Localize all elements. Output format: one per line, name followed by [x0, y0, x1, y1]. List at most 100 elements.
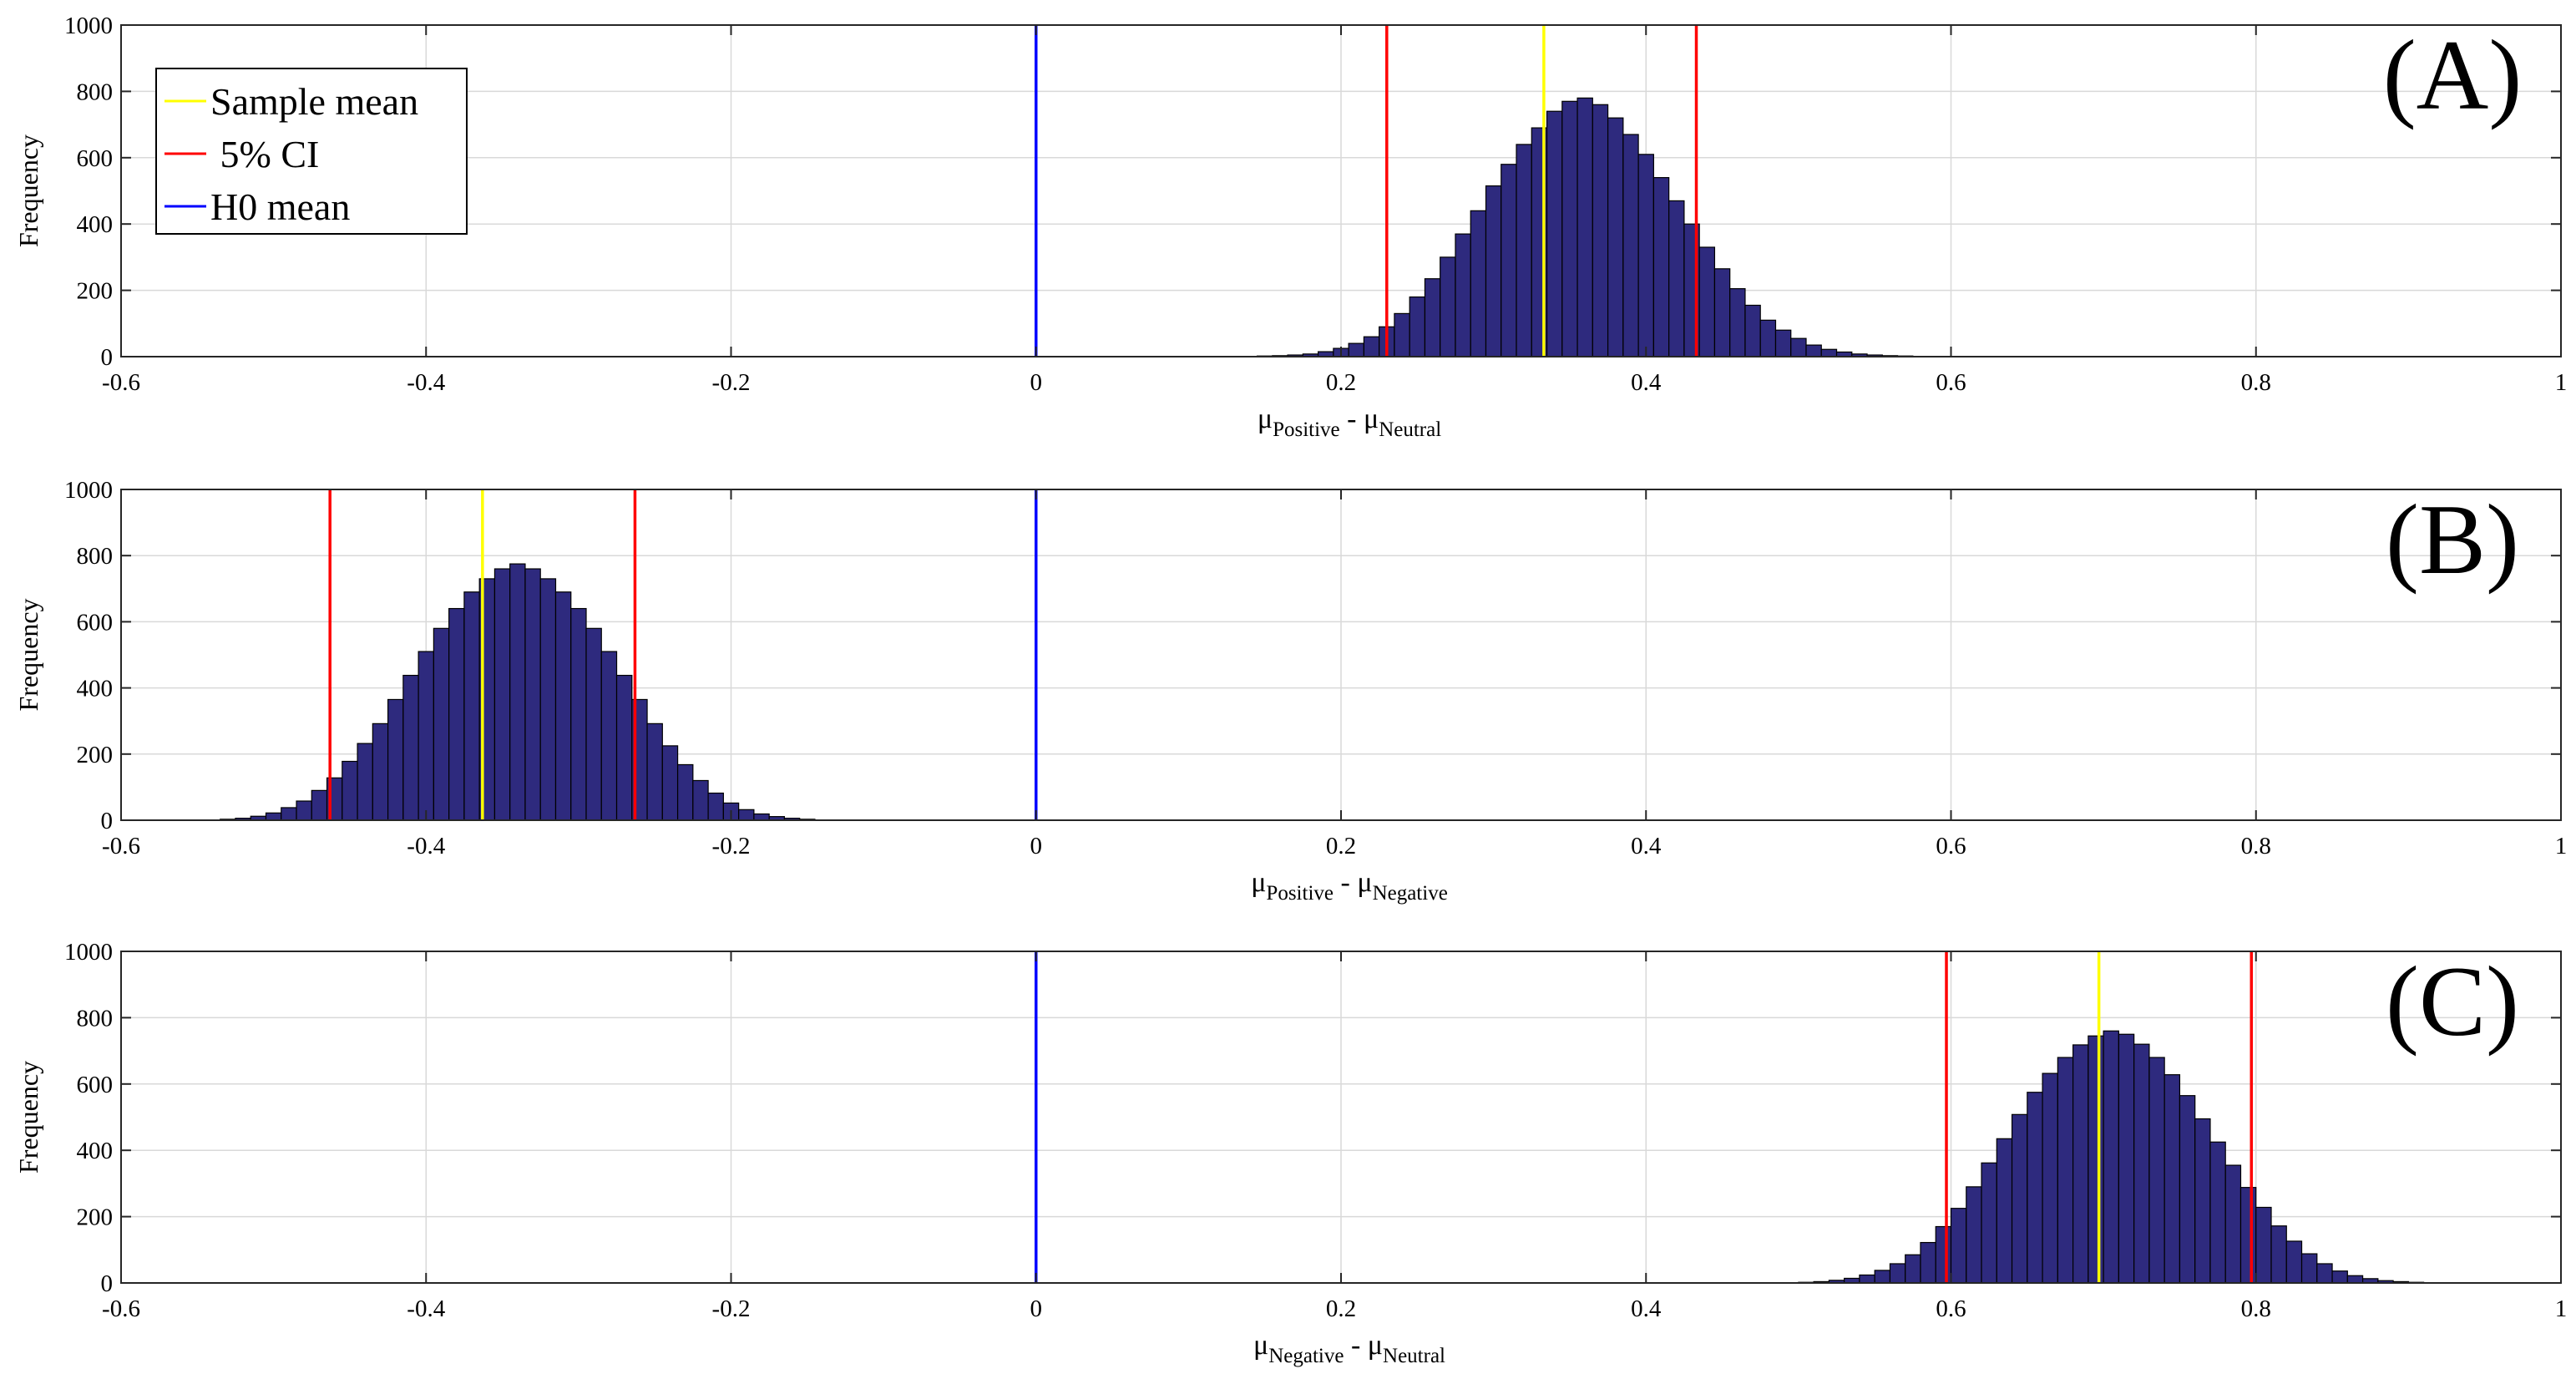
histogram-bar — [342, 760, 358, 821]
x-tick-label: 1 — [2555, 833, 2568, 859]
histogram-bar — [1805, 344, 1822, 357]
histogram-bar — [554, 591, 572, 821]
histogram-bar — [707, 792, 724, 821]
y-axis-label: Frequency — [13, 598, 43, 711]
histogram-bar — [524, 568, 541, 821]
legend-box — [155, 68, 468, 235]
histogram-bar — [1516, 144, 1532, 357]
x-tick-label: 0.4 — [1631, 369, 1662, 396]
x-tick-label: -0.2 — [712, 833, 751, 859]
y-tick-label: 800 — [77, 1005, 114, 1032]
y-tick-label: 600 — [77, 145, 114, 172]
x-tick-label: -0.2 — [712, 1295, 751, 1322]
histogram-bar — [1950, 1208, 1967, 1284]
x-tick-label: -0.4 — [407, 1295, 445, 1322]
y-tick-label: 600 — [77, 1072, 114, 1098]
axis-ticks: -0.6 -0.4 -0.2 0 0.2 0.4 0.6 0.8 1 0 200 400 600 800 1… — [64, 13, 2567, 396]
y-tick-label: 1000 — [64, 477, 113, 504]
histogram-bar — [1394, 312, 1410, 357]
x-tick-label: 1 — [2555, 369, 2568, 396]
histogram-bar — [1966, 1186, 1982, 1284]
histogram-bar — [692, 779, 709, 821]
histogram-bar — [311, 789, 328, 821]
histogram-bar — [1920, 1241, 1936, 1284]
histogram-panel-c: -0.6 -0.4 -0.2 0 0.2 0.4 0.6 0.8 1 0 200 400 600 800 1… — [13, 939, 2567, 1367]
histogram-bar — [1455, 233, 1471, 357]
histogram-bar — [1996, 1138, 2013, 1284]
x-tick-label: 0.8 — [2241, 833, 2271, 859]
x-tick-label: 0 — [1030, 369, 1043, 396]
histogram-bar — [2316, 1263, 2333, 1284]
histogram-bar — [2331, 1270, 2348, 1284]
y-tick-label: 1000 — [64, 13, 113, 39]
y-tick-label: 1000 — [64, 939, 113, 966]
histogram-bar — [676, 763, 694, 821]
histogram-bar — [357, 743, 373, 821]
histogram-bar — [418, 651, 434, 821]
histogram-bar — [2164, 1074, 2181, 1284]
x-tick-label: 0.2 — [1326, 369, 1356, 396]
x-tick-label: 0.8 — [2241, 1295, 2271, 1322]
histogram-bar — [1729, 288, 1746, 357]
histogram-bar — [265, 812, 282, 821]
histogram-bar — [2057, 1057, 2074, 1284]
reference-lines — [328, 489, 1038, 820]
histogram-bar — [1637, 154, 1654, 357]
legend-ci-label: 5% CI — [210, 133, 319, 175]
histogram-bar — [1576, 97, 1593, 357]
y-tick-label: 400 — [77, 676, 114, 702]
histogram-bar — [1622, 134, 1639, 357]
histogram-bar — [1981, 1162, 1997, 1284]
y-tick-label: 200 — [77, 742, 114, 768]
x-tick-label: 0.6 — [1936, 1295, 1966, 1322]
histogram-bar — [1440, 256, 1456, 357]
legend-sample-mean-label: Sample mean — [210, 80, 418, 123]
legend: Sample mean 5% CI H0 mean — [155, 68, 468, 235]
histogram-bar — [1409, 296, 1426, 357]
axis-ticks: -0.6 -0.4 -0.2 0 0.2 0.4 0.6 0.8 1 0 200 400 600 800 1… — [64, 939, 2567, 1322]
histogram-bar — [646, 722, 663, 821]
y-axis-label: Frequency — [13, 134, 43, 247]
histogram-bar — [387, 698, 404, 821]
histogram-bar — [2270, 1225, 2287, 1284]
histogram-bar — [753, 813, 770, 821]
histogram-bar — [493, 568, 511, 821]
histogram-bar — [1698, 246, 1716, 357]
x-tick-label: 0 — [1030, 1295, 1043, 1322]
x-tick-label: -0.6 — [102, 369, 140, 396]
x-tick-label: 0.6 — [1936, 369, 1966, 396]
histogram-bar — [2194, 1118, 2211, 1284]
y-tick-label: 0 — [101, 808, 114, 834]
histogram-panel-a: -0.6 -0.4 -0.2 0 0.2 0.4 0.6 0.8 1 0 200 400 600 800 1… — [13, 13, 2567, 441]
x-tick-label: 0.2 — [1326, 1295, 1356, 1322]
histogram-bar — [2346, 1275, 2364, 1284]
histogram-bar — [570, 607, 587, 821]
histogram-bar — [1744, 304, 1761, 357]
histogram-bar — [2285, 1240, 2303, 1284]
y-tick-label: 400 — [77, 211, 114, 238]
x-axis-label: μPositive - μNeutral — [1258, 403, 1441, 441]
histogram-bar — [372, 722, 389, 821]
histogram-bar — [2255, 1206, 2272, 1284]
reference-lines — [1035, 25, 1698, 357]
histogram-bar — [296, 800, 312, 821]
histogram-bar — [1859, 1274, 1875, 1284]
histogram-bar — [1790, 337, 1807, 357]
histogram-bar — [1820, 348, 1838, 357]
reference-lines — [1035, 951, 2254, 1283]
histogram-bar — [463, 591, 480, 821]
histogram-panel-b: -0.6 -0.4 -0.2 0 0.2 0.4 0.6 0.8 1 0 200 400 600 800 1… — [13, 477, 2567, 905]
histogram-bar — [1713, 268, 1731, 357]
histogram-bar — [2239, 1187, 2257, 1284]
histogram-bar — [2133, 1043, 2150, 1284]
histogram-bar — [2011, 1113, 2028, 1284]
histogram-bar — [738, 809, 755, 821]
histogram-bar — [2148, 1057, 2165, 1284]
histogram-bar — [1470, 210, 1487, 357]
y-tick-label: 200 — [77, 278, 114, 305]
y-axis-label: Frequency — [13, 1061, 43, 1174]
histogram-bar — [615, 674, 633, 821]
y-tick-label: 0 — [101, 344, 114, 371]
histogram-bar — [2118, 1033, 2135, 1284]
